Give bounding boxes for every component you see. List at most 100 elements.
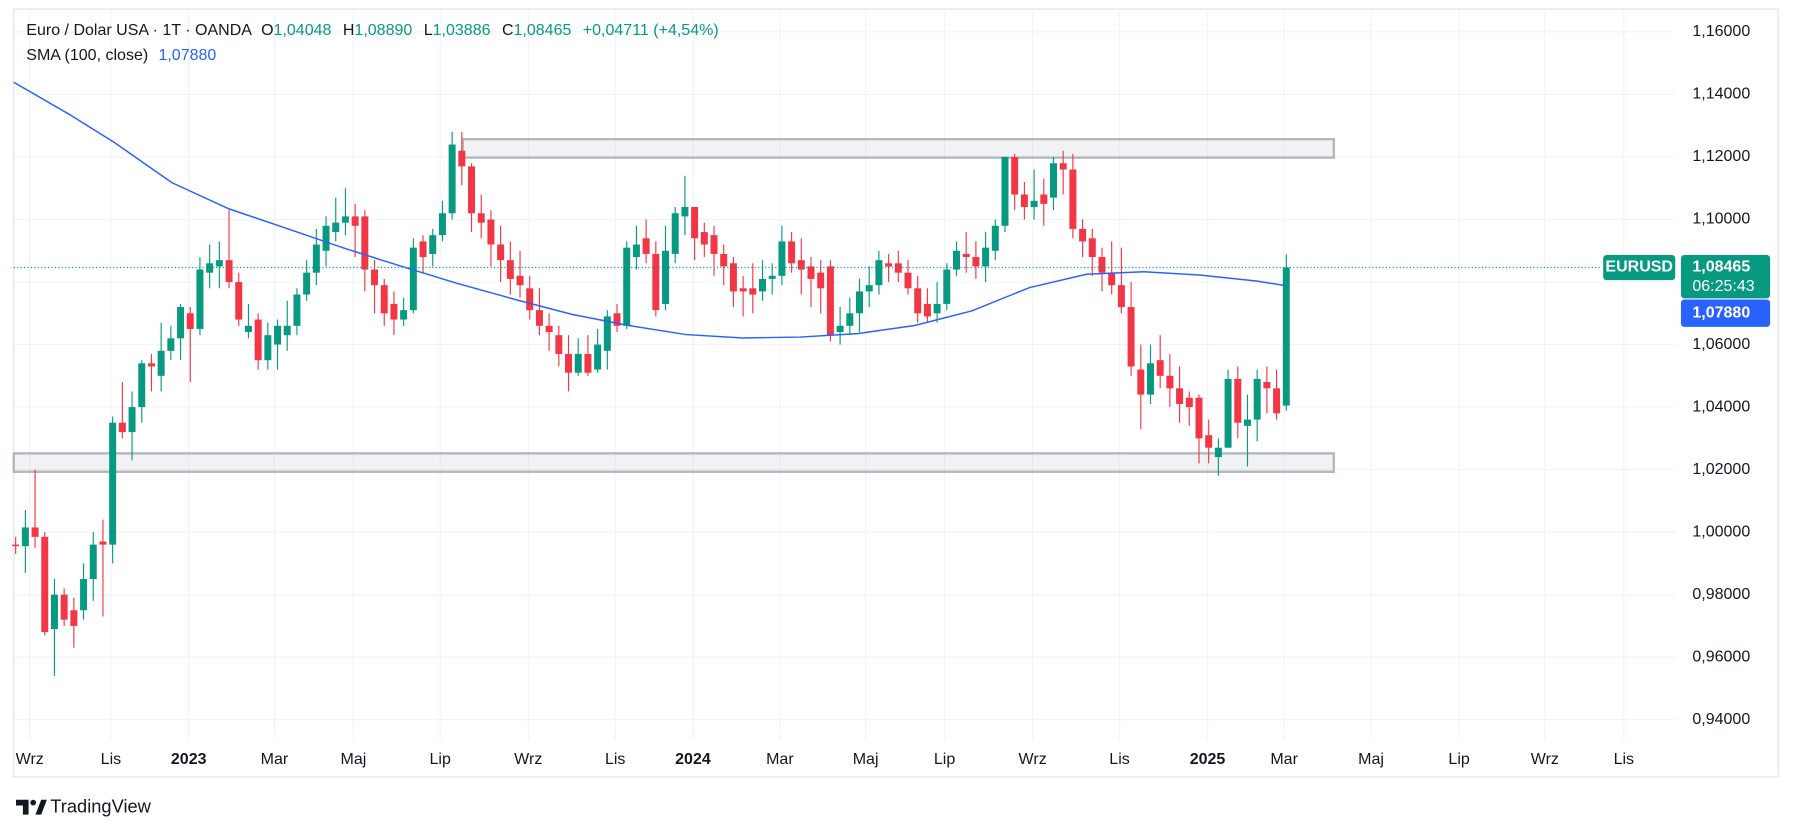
candle-body (235, 282, 243, 320)
candle-body (147, 363, 155, 367)
candle-body (177, 307, 185, 339)
candle-body (1108, 272, 1116, 286)
candle-body (458, 150, 466, 167)
candle-body (31, 527, 39, 537)
x-tick-label: Lis (1109, 751, 1129, 768)
zone (461, 138, 1335, 159)
candle-body (80, 579, 88, 611)
candle-body (361, 216, 369, 270)
candle-body (691, 207, 699, 239)
candle-body (128, 407, 136, 433)
candle-body (807, 266, 815, 279)
candle-body (681, 207, 689, 217)
candle-body (1214, 447, 1222, 458)
candle-body (943, 269, 951, 304)
candle-body (1030, 200, 1038, 208)
legend-ohlc-value: 1,04048 (274, 22, 332, 39)
candle-body (12, 544, 20, 547)
candle-body (41, 536, 49, 633)
candle-body (749, 288, 757, 295)
candle-body (118, 422, 126, 433)
candle-body (632, 244, 640, 258)
candle-body (1127, 307, 1135, 367)
x-tick-label: Wrz (1531, 751, 1559, 768)
y-tick-label: 1,04000 (1692, 398, 1750, 415)
candle-body (710, 235, 718, 254)
y-tick-label: 1,12000 (1692, 148, 1750, 165)
y-tick-label: 1,16000 (1692, 23, 1750, 40)
y-tick-label: 1,10000 (1692, 211, 1750, 228)
y-tick-label: 0,96000 (1692, 648, 1750, 665)
x-tick-label: Wrz (16, 751, 44, 768)
candle-body (109, 422, 117, 545)
candle-body (759, 278, 767, 292)
legend-ohlc-key: L (424, 22, 433, 39)
candle-body (933, 303, 941, 314)
chart-frame (13, 8, 1779, 778)
candle-body (380, 285, 388, 314)
y-tick-label: 1,06000 (1692, 336, 1750, 353)
candle-body (70, 610, 78, 626)
candle-body (438, 213, 446, 236)
candle-body (1195, 397, 1203, 439)
candle-body (99, 541, 107, 545)
candle-body (322, 225, 330, 251)
sma-badge-label: 1,07880 (1692, 304, 1750, 321)
candle-body (429, 235, 437, 254)
x-tick-label: Lis (605, 751, 625, 768)
candle-body (875, 260, 883, 286)
candle-body (923, 303, 931, 317)
x-tick-label: Mar (766, 751, 794, 768)
candle-body (264, 335, 272, 361)
candle-body (225, 260, 233, 283)
candle-body (303, 272, 311, 295)
candle-body (865, 285, 873, 292)
price-badge (1680, 254, 1771, 299)
candle-body (797, 260, 805, 270)
legend-ohlc-value: 1,08465 (514, 22, 572, 39)
candle-body (1011, 157, 1019, 195)
candle-body (21, 527, 29, 547)
candle-body (535, 310, 543, 326)
candle-body (254, 319, 262, 361)
candle-body (1273, 388, 1281, 414)
candle-body (1185, 397, 1193, 408)
candle-body (283, 325, 291, 336)
candle-body (894, 263, 902, 273)
candle-body (739, 288, 747, 292)
candle-body (390, 303, 398, 320)
candle-body (623, 247, 631, 326)
legend-ohlc-key: O (261, 22, 273, 39)
candle-body (671, 213, 679, 254)
candle-body (720, 253, 728, 267)
x-tick-label: Lip (1448, 751, 1469, 768)
candle-body (1098, 257, 1106, 273)
y-tick-label: 1,00000 (1692, 523, 1750, 540)
brand-name: TradingView (50, 796, 151, 817)
candle-body (468, 166, 476, 214)
logo-icon (16, 799, 29, 815)
candle-body (244, 325, 252, 333)
candle-body (962, 253, 970, 258)
candle-body (729, 263, 737, 292)
candle-body (972, 257, 980, 267)
candle-body (1282, 267, 1290, 406)
x-tick-label: Lis (1614, 751, 1634, 768)
candle-body (448, 144, 456, 214)
candle-body (1137, 369, 1145, 395)
candle-body (1234, 378, 1242, 423)
candle-body (196, 269, 204, 329)
candle-body (1253, 378, 1261, 420)
candle-body (1166, 375, 1174, 389)
candle-body (1050, 163, 1057, 198)
x-tick-label: 2025 (1190, 751, 1226, 768)
candle-body (1040, 194, 1048, 204)
x-tick-label: Lip (430, 751, 451, 768)
candle-body (60, 594, 68, 620)
candle-body (846, 313, 854, 326)
x-tick-label: Lis (101, 751, 121, 768)
candle-body (157, 350, 165, 376)
candle-body (312, 244, 320, 273)
candle-body (836, 325, 844, 333)
